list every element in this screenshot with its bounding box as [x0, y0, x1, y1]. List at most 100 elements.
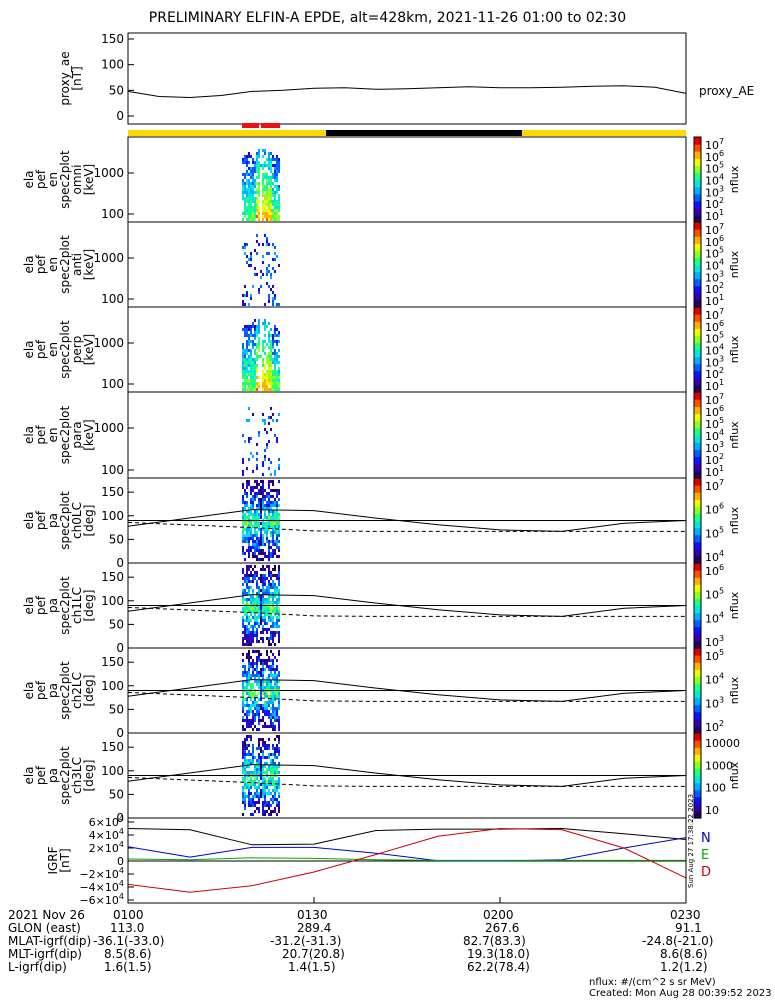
- spectrogram-pixel: [266, 185, 268, 188]
- spectrogram-pixel: [250, 203, 252, 206]
- spectrogram-pixel: [256, 558, 258, 561]
- spectrogram-pixel: [242, 589, 244, 592]
- spectrogram-pixel: [254, 810, 256, 813]
- spectrogram-pixel: [254, 218, 256, 221]
- spectrogram-pixel: [268, 695, 270, 698]
- spectrogram-pixel: [270, 753, 272, 756]
- spectrogram-pixel: [242, 218, 244, 221]
- mlt-value-0100: 8.5(8.6): [104, 947, 152, 961]
- spectrogram-pixel: [248, 203, 250, 206]
- colorbar-segment: [694, 356, 701, 365]
- spectrogram-pixel: [250, 376, 252, 379]
- spectrogram-pixel: [276, 504, 278, 507]
- spectrogram-pixel: [248, 662, 250, 665]
- spectrogram-pixel: [258, 762, 260, 765]
- spectrogram-pixel: [258, 343, 260, 346]
- spectrogram-pixel: [256, 580, 258, 583]
- spectrogram-pixel: [278, 367, 280, 370]
- spectrogram-pixel: [266, 801, 268, 804]
- spectrogram-pixel: [268, 355, 270, 358]
- spectrogram-pixel: [276, 783, 278, 786]
- spectrogram-pixel: [254, 388, 256, 391]
- spectrogram-pixel: [246, 786, 248, 789]
- spectrogram-pixel: [256, 152, 258, 155]
- spectrogram-pixel: [246, 713, 248, 716]
- mlat-value-0200: 82.7(83.3): [463, 934, 526, 948]
- spectrogram-pixel: [266, 710, 268, 713]
- spectrogram-pixel: [242, 719, 244, 722]
- spectrogram-pixel: [268, 680, 270, 683]
- spectrogram-pixel: [252, 813, 254, 816]
- igrf-panel: 6×1044×1042×1040−2×104−4×104−6×104NEDSun…: [79, 794, 711, 907]
- y-tick-label: 50: [109, 83, 124, 97]
- spectrogram-pixel: [248, 340, 250, 343]
- spectrogram-pixel: [262, 376, 264, 379]
- spectrogram-pixel: [266, 182, 268, 185]
- spectrogram-pixel: [256, 206, 258, 209]
- spectrogram-pixel: [274, 568, 276, 571]
- spectrogram-pixel: [254, 765, 256, 768]
- spectrogram-pixel: [244, 361, 246, 364]
- spectrogram-pixel: [260, 501, 262, 504]
- spectrogram-pixel: [248, 334, 250, 337]
- spectrogram-pixel: [258, 185, 260, 188]
- spectrogram-pixel: [248, 528, 250, 531]
- y-tick-label: −6×104: [79, 892, 124, 907]
- pitch-angle-spectrogram-7: [242, 650, 280, 731]
- spectrogram-pixel: [262, 379, 264, 382]
- spectrogram-pixel: [268, 704, 270, 707]
- spectrogram-pixel: [274, 656, 276, 659]
- spectrogram-pixel: [254, 565, 256, 568]
- spectrogram-pixel: [260, 522, 262, 525]
- spectrogram-pixel: [244, 580, 246, 583]
- spectrogram-pixel: [248, 786, 250, 789]
- spectrogram-pixel: [248, 616, 250, 619]
- y-tick-label: 100: [101, 292, 124, 306]
- igrf-series-line: [127, 857, 686, 861]
- spectrogram-pixel: [270, 328, 272, 331]
- spectrogram-pixel: [262, 619, 264, 622]
- spectrogram-pixel: [262, 361, 264, 364]
- y-tick-exponent: 4: [119, 892, 124, 901]
- spectrogram-pixel: [278, 750, 280, 753]
- spectrogram-pixel: [276, 495, 278, 498]
- spectrogram-pixel: [278, 534, 280, 537]
- spectrogram-pixel: [242, 498, 244, 501]
- spectrogram-pixel: [242, 188, 244, 191]
- spectrogram-pixel: [278, 167, 280, 170]
- spectrogram-pixel: [278, 370, 280, 373]
- spectrogram-pixel: [264, 695, 266, 698]
- spectrogram-pixel: [278, 592, 280, 595]
- spectrogram-pixel: [256, 191, 258, 194]
- spectrogram-pixel: [250, 625, 252, 628]
- spectrogram-pixel: [274, 501, 276, 504]
- spectrogram-pixel: [246, 486, 248, 489]
- spectrogram-pixel: [250, 804, 252, 807]
- spectrogram-pixel: [272, 346, 274, 349]
- spectrogram-pixel: [252, 540, 254, 543]
- l-shell-label: L-igrf(dip): [8, 960, 67, 974]
- spectrogram-pixel: [268, 361, 270, 364]
- spectrogram-pixel: [276, 622, 278, 625]
- spectrogram-pixel: [266, 692, 268, 695]
- spectrogram-pixel: [252, 716, 254, 719]
- spectrogram-pixel: [252, 692, 254, 695]
- spectrogram-pixel: [274, 756, 276, 759]
- spectrogram-pixel: [274, 543, 276, 546]
- spectrogram-pixel: [264, 422, 266, 425]
- colorbar-tick-exponent: 6: [719, 234, 724, 243]
- spectrogram-pixel: [266, 388, 268, 391]
- spectrogram-pixel: [270, 407, 272, 410]
- spectrogram-pixel: [266, 628, 268, 631]
- spectrogram-pixel: [264, 197, 266, 200]
- spectrogram-pixel: [246, 704, 248, 707]
- spectrogram-pixel: [250, 349, 252, 352]
- spectrogram-pixel: [270, 583, 272, 586]
- spectrogram-pixel: [248, 668, 250, 671]
- spectrogram-pixel: [258, 355, 260, 358]
- spectrogram-pixel: [276, 534, 278, 537]
- spectrogram-pixel: [264, 428, 266, 431]
- spectrogram-pixel: [246, 653, 248, 656]
- spectrogram-pixel: [252, 489, 254, 492]
